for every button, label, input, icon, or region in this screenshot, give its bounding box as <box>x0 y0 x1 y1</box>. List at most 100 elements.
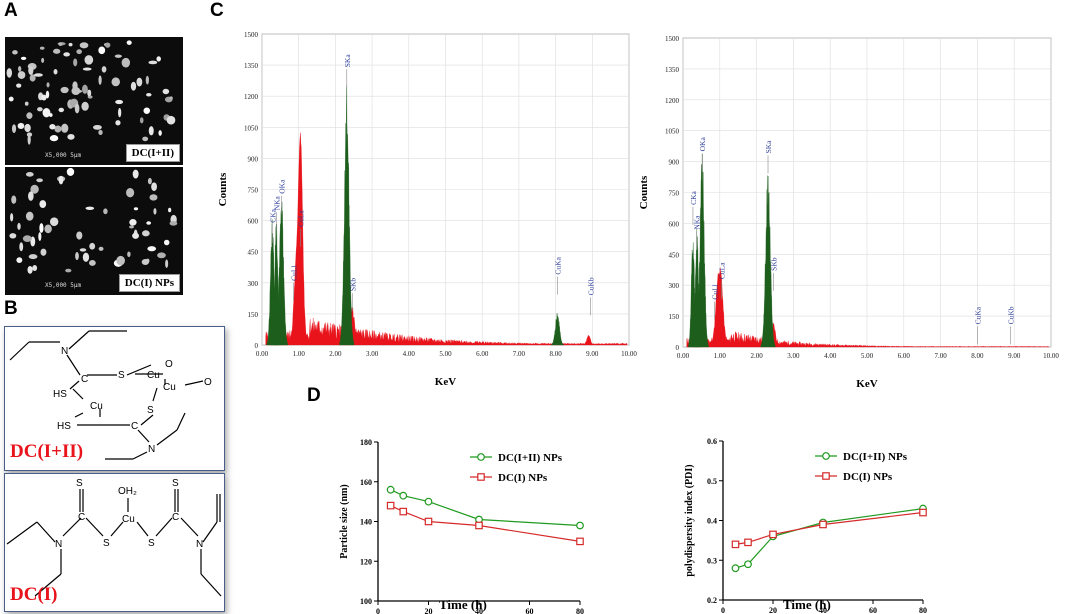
edx-ytick-label: 0 <box>676 344 680 352</box>
edx-ytick-label: 600 <box>248 218 259 226</box>
edx-xtick-label: 5.00 <box>439 350 452 358</box>
edx-xlabel: KeV <box>435 376 456 388</box>
sem-particle <box>93 124 102 130</box>
sem-particle <box>46 82 50 88</box>
sem-particle <box>126 187 135 198</box>
sem-particle <box>65 268 72 273</box>
atom-cu: Cu <box>122 514 135 525</box>
legend-label: DC(I+II) NPs <box>498 452 563 464</box>
sem-particle <box>6 68 13 78</box>
legend-label: DC(I) NPs <box>843 471 893 483</box>
sem-image-top: X5,000 5μm DC(I+II) <box>5 37 183 165</box>
sem-particle <box>165 259 169 268</box>
sem-particle <box>75 252 79 261</box>
sem-particle <box>145 75 149 85</box>
edx-ytick-label: 1050 <box>244 124 259 132</box>
edx-red-spectrum <box>686 267 1050 348</box>
xtick-label: 20 <box>769 606 777 614</box>
legend-label: DC(I+II) NPs <box>843 451 908 463</box>
edx-xtick-label: 10.00 <box>621 350 637 358</box>
edx-ytick-label: 300 <box>669 282 680 290</box>
atom-hs2: HS <box>57 421 71 432</box>
edx-ytick-label: 1050 <box>665 128 680 136</box>
edx-ytick-label: 1500 <box>665 35 680 43</box>
sem-particle <box>39 223 44 233</box>
legend-marker <box>822 452 830 460</box>
sem-particle <box>115 120 121 126</box>
sem-particle <box>41 94 47 101</box>
sem-particle <box>9 233 17 239</box>
edx-peak-label: OKa <box>698 137 707 152</box>
edx-peak-label: CuLa <box>297 210 306 227</box>
ytick-label: 100 <box>360 597 372 606</box>
ytick-label: 140 <box>360 518 372 527</box>
sem-particle <box>40 248 47 256</box>
edx-peak-label: CuLl <box>290 265 299 280</box>
edx-peak-label: SKa <box>764 140 773 154</box>
sem-particle <box>136 77 143 87</box>
edx-peak-label: SKa <box>343 54 352 68</box>
sem-particle <box>58 107 64 113</box>
sem-particle <box>63 52 70 57</box>
sem-particles-bottom <box>9 167 178 274</box>
sem-particle <box>17 71 26 79</box>
atom-c2: C <box>131 421 138 432</box>
data-point-circle <box>386 485 395 494</box>
sem-particle <box>166 115 176 125</box>
sem-scalebar-bottom: X5,000 5μm <box>45 282 82 289</box>
sem-particle <box>127 251 131 258</box>
sem-particle <box>34 73 43 77</box>
sem-particle <box>104 42 111 48</box>
atom-s-bottom-1: S <box>103 538 110 549</box>
sem-particle <box>82 252 90 262</box>
sem-particle <box>89 242 96 250</box>
structure-top-drawing: N C S Cu O Cu O HS Cu S HS C N <box>9 330 212 460</box>
sem-image-bottom: X5,000 5μm DC(I) NPs <box>5 167 183 295</box>
sem-particle <box>149 194 158 201</box>
panel-label-c: C <box>210 0 224 21</box>
sem-particle <box>71 86 81 96</box>
edx-xtick-label: 8.00 <box>549 350 562 358</box>
edx-green-peak <box>274 201 289 346</box>
xtick-label: 80 <box>576 607 584 614</box>
edx-xtick-label: 2.00 <box>750 352 763 360</box>
edx-ytick-label: 750 <box>248 187 259 195</box>
data-point-square <box>819 520 827 529</box>
sem-particle <box>132 169 139 179</box>
edx-ytick-label: 1350 <box>244 62 259 70</box>
data-point-square <box>399 507 408 516</box>
xtick-label: 0 <box>376 607 380 614</box>
sem-particle <box>26 132 33 137</box>
sem-particle <box>58 175 64 185</box>
sem-particle <box>26 112 33 119</box>
atom-n2: N <box>148 444 155 455</box>
sem-particle <box>148 60 158 65</box>
edx-peak-label: SKb <box>770 257 779 271</box>
sem-particle <box>11 124 17 134</box>
sem-particle <box>82 67 92 71</box>
structure-name-top: DC(I+II) <box>10 441 84 462</box>
panel-label-b: B <box>4 298 18 319</box>
atom-c1: C <box>78 512 85 523</box>
sem-particle <box>103 208 108 215</box>
sem-particle <box>42 107 51 118</box>
data-point-circle <box>919 504 927 513</box>
ytick-label: 0.4 <box>707 517 717 526</box>
series-line-2 <box>390 505 581 542</box>
sem-particle <box>76 231 83 240</box>
ylabel: Particle size (nm) <box>339 484 350 558</box>
atom-cu3: Cu <box>90 401 103 412</box>
sem-particle <box>101 66 107 73</box>
edx-green-peak <box>550 313 565 346</box>
sem-particle <box>169 221 178 226</box>
sem-particle <box>36 178 43 183</box>
sem-particle <box>115 99 124 105</box>
legend-marker <box>477 473 485 481</box>
xtick-label: 40 <box>475 607 483 614</box>
sem-particle <box>147 246 157 252</box>
ytick-label: 160 <box>360 478 372 487</box>
sem-particle <box>11 195 17 204</box>
sem-particle <box>81 101 89 111</box>
sem-particle <box>10 213 14 222</box>
sem-particle <box>143 107 151 115</box>
